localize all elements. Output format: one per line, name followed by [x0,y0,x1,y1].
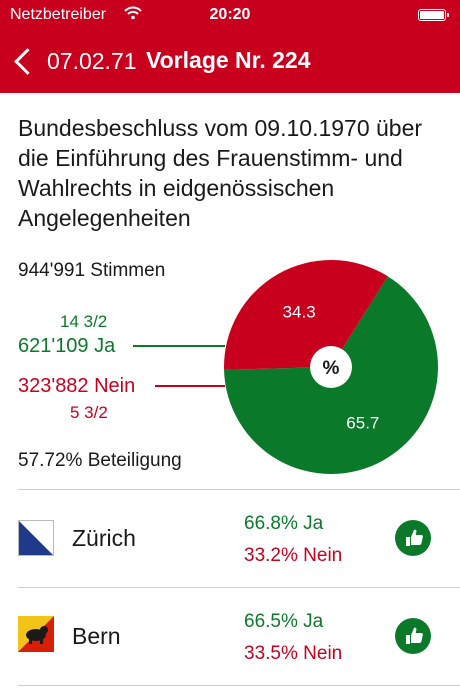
canton-yes-percent: 66.5% Ja [244,611,324,632]
clock: 20:20 [209,6,251,23]
thumbs-up-icon [395,618,431,654]
back-button-label: 07.02.71 [47,47,137,74]
pie-label-ja: 65.7 [346,414,379,433]
chevron-left-icon [14,47,41,75]
canton-row-bern[interactable]: Bern 66.5% Ja 33.5% Nein [0,588,460,684]
result-pie-chart: 65.7 34.3% [224,260,438,474]
status-bar: Netzbetreiber 20:20 [0,0,460,30]
pie-label-nein: 34.3 [283,302,316,321]
bern-flag-icon [18,616,54,652]
pie-center-label: % [323,358,340,379]
canton-name: Bern [72,623,121,649]
no-cantons: 5 3/2 [70,403,108,422]
divider [18,587,460,588]
yes-leader-line [133,345,225,347]
yes-votes: 621'109 Ja [18,335,116,357]
canton-yes-percent: 66.8% Ja [244,513,324,534]
battery-icon [418,9,449,21]
page-title: Vorlage Nr. 224 [146,47,311,73]
no-leader-line [155,385,225,387]
turnout: 57.72% Beteiligung [18,450,182,471]
canton-row-zurich[interactable]: Zürich 66.8% Ja 33.2% Nein [0,490,460,586]
zurich-flag-icon [18,520,54,556]
divider [18,489,460,490]
yes-cantons: 14 3/2 [60,312,108,331]
divider [18,685,460,686]
carrier-label: Netzbetreiber [10,6,107,23]
back-button[interactable]: 07.02.71 [10,44,137,78]
canton-no-percent: 33.2% Nein [244,545,343,566]
canton-name: Zürich [72,525,136,551]
no-votes: 323'882 Nein [18,375,136,397]
wifi-icon [124,6,142,20]
total-votes: 944'991 Stimmen [18,260,166,281]
proposal-heading: Bundesbeschluss vom 09.10.1970 über die … [18,115,423,231]
pie-slice-nein [224,260,388,370]
pie-center [310,346,352,388]
thumbs-up-icon [395,520,431,556]
navigation-bar: Netzbetreiber 20:20 07.02.71 Vorlage Nr.… [0,0,460,93]
canton-no-percent: 33.5% Nein [244,643,343,664]
